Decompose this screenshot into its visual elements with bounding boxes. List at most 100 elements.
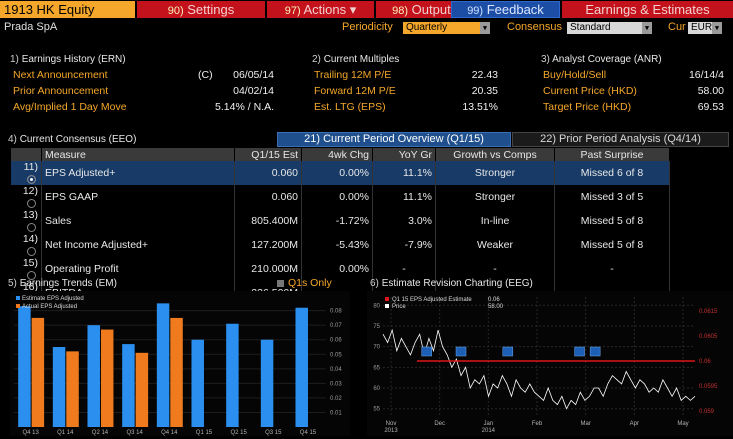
table-row[interactable]: 14) Net Income Adjusted+ 127.200M -5.43%… — [11, 233, 670, 257]
table-row[interactable]: 13) Sales 805.400M -1.72% 3.0% In-line M… — [11, 209, 670, 233]
section-number: 6) — [370, 278, 379, 289]
col-4wk-chg[interactable]: 4wk Chg — [301, 148, 373, 161]
current-consensus-header[interactable]: 4) Current Consensus (EEO) — [8, 134, 136, 145]
row-index: 11) — [11, 161, 42, 185]
estimate-revision-panel: 55 60 65 70 75 80 0.0615 0.0605 0.06 0.0595 0.059 N… — [367, 291, 733, 436]
earnings-trends-header[interactable]: 5) Earnings Trends (EM) — [8, 278, 117, 289]
company-name: Prada SpA — [4, 21, 58, 33]
y-tick-label: 0.03 — [330, 381, 342, 387]
buy-hold-sell-label: Buy/Hold/Sell — [543, 69, 607, 81]
section-title: Current Consensus (EEO) — [19, 134, 137, 145]
row-yoy-gr: 11.1% — [372, 185, 436, 209]
tab-current-period[interactable]: 21) Current Period Overview (Q1/15) — [277, 132, 511, 147]
ltg-eps-value: 13.51% — [462, 101, 498, 113]
legend-estimate-value: 0.06 — [488, 297, 500, 303]
row-4wk-chg: 0.00% — [301, 161, 373, 185]
legend-price-value: 58.00 — [488, 304, 504, 310]
checkbox-icon[interactable] — [277, 279, 284, 287]
trailing-pe-value: 22.43 — [471, 69, 498, 81]
x-tick-label: Q2 14 — [92, 430, 109, 436]
section-number: 1) — [10, 54, 19, 65]
col-estimate[interactable]: Q1/15 Est — [234, 148, 302, 161]
radio-icon[interactable] — [27, 222, 36, 232]
prior-announcement-label: Prior Announcement — [13, 85, 109, 97]
col-growth-vs-comps[interactable]: Growth vs Comps — [435, 148, 555, 161]
row-measure: Net Income Adjusted+ — [41, 233, 235, 257]
radio-icon[interactable] — [27, 174, 36, 184]
table-row[interactable]: 11) EPS Adjusted+ 0.060 0.00% 11.1% Stro… — [11, 161, 670, 185]
table-row[interactable]: 15) Operating Profit 210.000M 0.00% - - … — [11, 257, 670, 281]
actions-label: Actions ▾ — [303, 2, 357, 17]
periodicity-label: Periodicity — [342, 21, 393, 33]
x-tick-label: Q3 14 — [126, 430, 143, 436]
buy-hold-sell-value: 16/14/4 — [688, 69, 724, 81]
avg-move-label: Avg/Implied 1 Day Move — [13, 101, 127, 113]
x-tick-label: Mar — [580, 421, 590, 427]
x-tick-label: May — [677, 421, 688, 427]
x-tick-label: Feb — [532, 421, 543, 427]
y-tick-left: 65 — [373, 365, 380, 371]
section-number: 4) — [8, 134, 17, 145]
next-announcement-label: Next Announcement — [13, 69, 108, 81]
earnings-trends-chart: 0.01 0.02 0.03 0.04 0.05 0.06 0.07 0.08 Q4 13 Q1 … — [14, 296, 342, 436]
feedback-button[interactable]: 99) Feedback — [451, 1, 560, 18]
consensus-dropdown-icon[interactable]: ▼ — [642, 22, 652, 34]
periodicity-dropdown-icon[interactable]: ▼ — [480, 22, 490, 34]
table-row[interactable]: 12) EPS GAAP 0.060 0.00% 11.1% Stronger … — [11, 185, 670, 209]
row-4wk-chg: -1.72% — [301, 209, 373, 233]
estimate-revision-header[interactable]: 6) Estimate Revision Charting (EEG) — [370, 278, 533, 289]
currency-select[interactable]: EUR — [688, 22, 712, 34]
actions-hotkey: 97) — [284, 5, 301, 17]
x-tick-year: 2013 — [384, 428, 398, 434]
y-tick-label: 0.04 — [330, 367, 342, 373]
y-tick-left: 75 — [373, 324, 380, 330]
y-tick-label: 0.08 — [330, 309, 342, 315]
settings-menu[interactable]: 90) Settings — [137, 1, 265, 18]
earnings-estimates-title: Earnings & Estimates — [562, 1, 733, 18]
currency-dropdown-icon[interactable]: ▼ — [712, 22, 722, 34]
x-tick-label: Q4 15 — [300, 430, 317, 436]
section-title: Earnings Trends (EM) — [19, 278, 117, 289]
col-measure[interactable]: Measure — [41, 148, 235, 161]
row-measure: Sales — [41, 209, 235, 233]
actual-bar — [135, 352, 149, 427]
y-tick-right: 0.06 — [699, 359, 711, 365]
radio-icon[interactable] — [27, 198, 36, 208]
row-index: 14) — [11, 233, 42, 257]
row-comps: Stronger — [435, 185, 555, 209]
y-tick-label: 0.01 — [330, 410, 342, 416]
y-tick-left: 80 — [373, 303, 380, 309]
col-yoy-gr[interactable]: YoY Gr — [372, 148, 436, 161]
current-multiples-header[interactable]: 2) Current Multiples — [312, 54, 399, 65]
x-tick-label: Q2 15 — [230, 430, 247, 436]
q1s-only-toggle[interactable]: Q1s Only — [277, 277, 332, 289]
current-price-value: 58.00 — [697, 85, 724, 97]
event-marker — [455, 346, 467, 357]
actions-menu[interactable]: 97) Actions ▾ — [267, 1, 374, 18]
ticker-field[interactable]: 1913 HK Equity — [0, 1, 135, 18]
event-marker — [574, 346, 585, 357]
analyst-coverage-header[interactable]: 3) Analyst Coverage (ANR) — [541, 54, 662, 65]
estimate-bar — [191, 339, 204, 427]
row-comps: In-line — [435, 209, 555, 233]
x-tick-label: Dec — [434, 421, 445, 427]
section-title: Current Multiples — [323, 54, 400, 65]
row-yoy-gr: 11.1% — [372, 161, 436, 185]
legend-price-swatch — [385, 304, 389, 308]
event-marker — [421, 346, 432, 357]
tab-prior-period[interactable]: 22) Prior Period Analysis (Q4/14) — [512, 132, 729, 147]
earnings-history-header[interactable]: 1) Earnings History (ERN) — [10, 54, 126, 65]
consensus-select[interactable]: Standard — [567, 22, 642, 34]
row-4wk-chg: 0.00% — [301, 185, 373, 209]
consensus-label: Consensus — [507, 21, 563, 33]
radio-icon[interactable] — [27, 246, 36, 256]
radio-icon[interactable] — [27, 270, 36, 280]
row-surprise: Missed 3 of 5 — [554, 185, 670, 209]
col-past-surprise[interactable]: Past Surprise — [554, 148, 670, 161]
y-tick-right: 0.0595 — [699, 384, 718, 390]
periodicity-select[interactable]: Quarterly — [403, 22, 480, 34]
target-price-label: Target Price (HKD) — [543, 101, 632, 113]
estimate-bar — [295, 307, 308, 427]
estimate-bar — [156, 303, 170, 427]
legend-actual-swatch — [16, 304, 20, 308]
